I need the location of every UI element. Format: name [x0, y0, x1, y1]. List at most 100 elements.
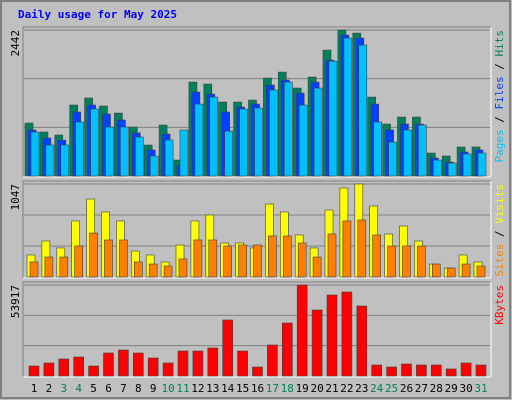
x-tick-label: 11 — [176, 382, 189, 395]
bar — [89, 232, 98, 278]
bar — [73, 356, 84, 377]
bar — [104, 239, 113, 278]
bar — [357, 219, 367, 278]
x-tick-label: 26 — [400, 382, 413, 395]
bar — [207, 347, 219, 377]
x-tick-label: 29 — [445, 382, 458, 395]
y-tick-label: 53917 — [9, 285, 22, 318]
x-tick-label: 16 — [251, 382, 264, 395]
bar — [403, 129, 412, 177]
bar — [461, 263, 471, 278]
x-tick-label: 22 — [340, 382, 353, 395]
bar — [327, 233, 337, 278]
bar — [267, 344, 278, 377]
bar — [447, 162, 457, 177]
bar — [88, 365, 99, 377]
bar — [298, 104, 308, 177]
bar — [372, 234, 382, 278]
bar — [313, 87, 323, 177]
x-tick-label: 14 — [221, 382, 235, 395]
bar — [418, 124, 427, 177]
x-tick-label: 5 — [90, 382, 97, 395]
bar — [326, 294, 338, 377]
x-tick-label: 13 — [206, 382, 219, 395]
legend-entry: Hits — [493, 30, 506, 57]
legend-entry: KBytes — [493, 285, 506, 325]
bar — [149, 155, 159, 177]
bar — [162, 362, 174, 377]
bar — [431, 263, 441, 278]
bar — [120, 126, 129, 177]
bar — [133, 352, 144, 377]
bar — [60, 144, 70, 177]
bar — [148, 263, 158, 278]
bar — [43, 362, 55, 377]
bar — [238, 244, 247, 278]
bar — [164, 139, 174, 177]
legend-separator: / — [493, 224, 506, 244]
y-tick-label: 1047 — [9, 184, 22, 211]
bar — [119, 239, 128, 278]
bar — [178, 258, 188, 278]
bar — [118, 349, 129, 377]
bar — [134, 261, 143, 278]
x-tick-label: 18 — [281, 382, 294, 395]
legend: Pages / Files / Hits — [493, 30, 506, 163]
bar — [252, 366, 263, 377]
bar — [59, 256, 69, 278]
bar — [163, 265, 173, 278]
bar — [253, 244, 262, 278]
legend-separator: / — [493, 110, 506, 130]
bar — [222, 319, 233, 377]
x-tick-label: 3 — [60, 382, 67, 395]
bar — [283, 81, 293, 177]
x-tick-label: 10 — [161, 382, 174, 395]
bar — [343, 37, 353, 177]
bar — [460, 362, 472, 377]
x-tick-label: 2 — [46, 382, 53, 395]
bar — [356, 305, 368, 377]
bar — [192, 350, 204, 377]
bar — [237, 350, 248, 377]
x-tick-label: 24 — [370, 382, 384, 395]
bar — [371, 364, 383, 377]
bar — [147, 357, 159, 377]
bar — [296, 284, 308, 377]
bar — [311, 309, 323, 377]
x-tick-label: 31 — [474, 382, 487, 395]
bar — [90, 108, 99, 177]
bar — [416, 364, 427, 377]
x-tick-label: 23 — [355, 382, 368, 395]
x-tick-label: 9 — [150, 382, 157, 395]
x-tick-label: 8 — [135, 382, 142, 395]
bar — [281, 322, 293, 377]
bar — [45, 144, 55, 177]
legend-entry: Files — [493, 76, 506, 109]
bar — [373, 121, 383, 177]
bar — [388, 141, 397, 177]
bar — [328, 60, 338, 177]
bar — [44, 256, 54, 278]
bar — [177, 350, 189, 377]
y-tick-label: 2442 — [9, 30, 22, 57]
x-tick-label: 19 — [296, 382, 309, 395]
bar — [194, 103, 204, 177]
legend: Sites / Visits — [493, 184, 506, 277]
x-tick-label: 20 — [310, 382, 323, 395]
bar — [193, 239, 203, 278]
legend-entry: Visits — [493, 184, 506, 224]
bar — [58, 358, 70, 377]
bar — [445, 368, 457, 377]
bar — [341, 291, 353, 377]
legend: KBytes — [493, 285, 506, 325]
bar — [446, 267, 456, 278]
x-tick-label: 30 — [459, 382, 472, 395]
legend-entry: Sites — [493, 244, 506, 277]
bar — [269, 89, 278, 177]
bar — [477, 152, 487, 177]
x-tick-label: 21 — [325, 382, 338, 395]
bar — [268, 235, 277, 278]
bar — [312, 256, 322, 278]
